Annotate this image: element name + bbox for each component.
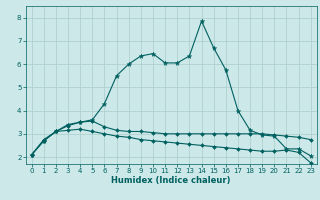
X-axis label: Humidex (Indice chaleur): Humidex (Indice chaleur) bbox=[111, 176, 231, 185]
